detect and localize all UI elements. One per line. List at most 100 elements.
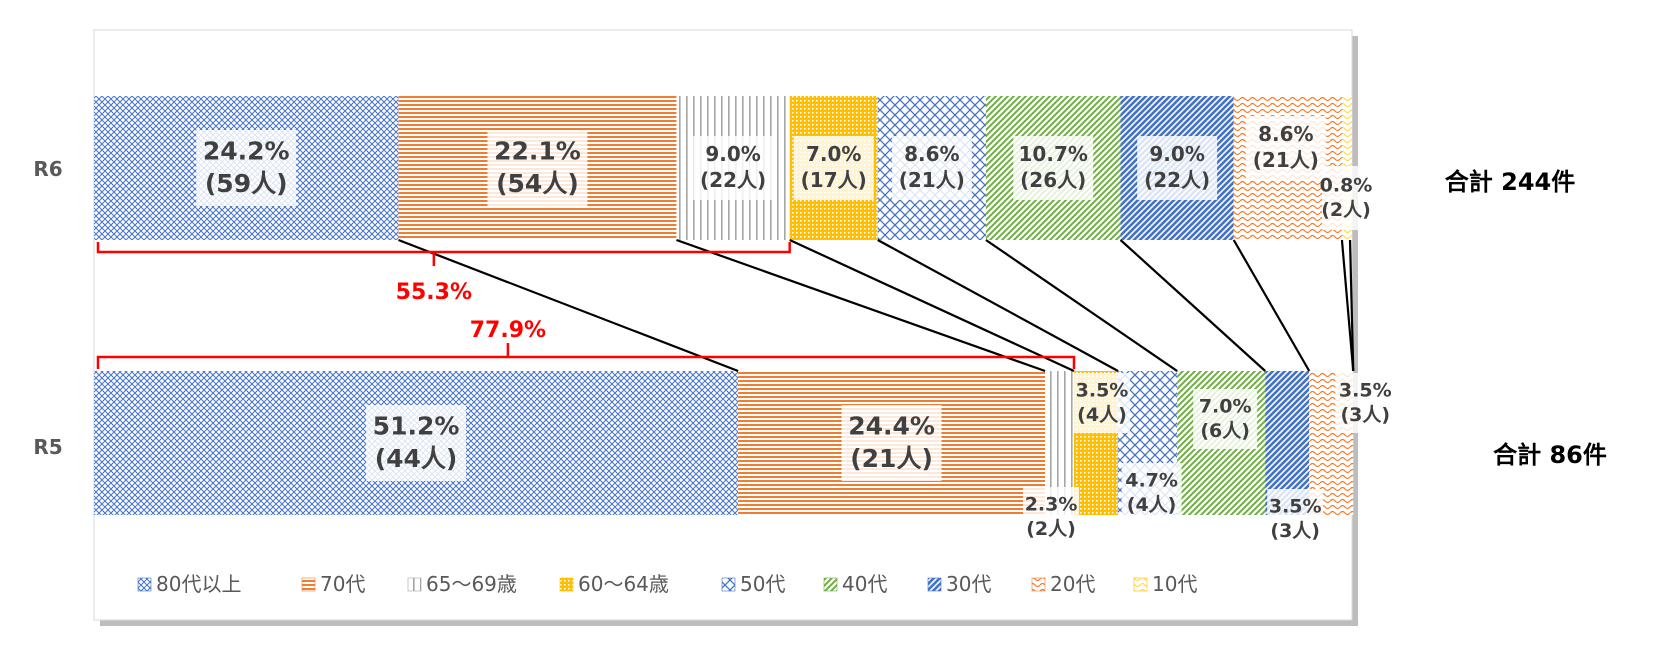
data-label-value: 7.0% [1199, 395, 1252, 417]
data-label-count: (3人) [1340, 404, 1390, 426]
data-label-R6-3: 9.0%(22人) [693, 136, 774, 200]
legend-swatch [1031, 577, 1046, 592]
data-label-count: (22人) [1144, 168, 1210, 192]
data-label-value: 3.5% [1339, 379, 1392, 401]
legend-label: 50代 [740, 572, 785, 596]
legend-item-5[interactable]: 50代 [721, 572, 785, 596]
legend-item-6[interactable]: 40代 [823, 572, 887, 596]
data-label-R5-6: 7.0% (6人) [1193, 389, 1258, 449]
data-label-count: (2人) [1026, 518, 1076, 540]
legend-item-9[interactable]: 10代 [1133, 572, 1197, 596]
connector-line [1340, 239, 1355, 372]
data-label-count: (21人) [850, 444, 933, 473]
data-label-value: 51.2% [373, 411, 460, 440]
category-label-R6: R6 [33, 157, 62, 181]
data-label-value: 9.0% [1149, 142, 1204, 166]
legend-swatch [301, 577, 316, 592]
total-label-R6: 合計 244件 [1445, 168, 1575, 196]
data-label-value: 10.7% [1019, 142, 1088, 166]
data-label-value: 8.6% [1258, 122, 1313, 146]
connector-line [1232, 239, 1311, 372]
connector-line [676, 238, 1046, 373]
data-label-value: 7.0% [806, 142, 861, 166]
data-label-R6-8: 8.6%(21人) [1245, 116, 1326, 180]
data-label-count: (21人) [1253, 148, 1319, 172]
data-label-count: (17人) [801, 168, 867, 192]
legend-swatch [927, 577, 942, 592]
legend-label: 80代以上 [156, 572, 241, 596]
data-label-value: 9.0% [705, 142, 760, 166]
legend-swatch [407, 577, 422, 592]
legend-label: 65〜69歳 [426, 572, 517, 596]
data-label-count: (21人) [899, 168, 965, 192]
data-label-value: 24.4% [848, 411, 935, 440]
data-label-value: 3.5% [1269, 495, 1322, 517]
legend-item-3[interactable]: 65〜69歳 [407, 572, 517, 596]
legend-item-1[interactable]: 80代以上 [137, 572, 241, 596]
legend-label: 20代 [1050, 572, 1095, 596]
data-label-R6-6: 10.7%(26人) [1013, 136, 1094, 200]
data-label-R5-5: 4.7% (4人) [1121, 463, 1182, 523]
data-label-R6-4: 7.0%(17人) [793, 136, 874, 200]
data-label-R6-5: 8.6%(21人) [891, 136, 972, 200]
data-label-box [1073, 373, 1130, 433]
data-label-box [891, 136, 972, 200]
data-label-R5-7: 3.5% (3人) [1267, 489, 1324, 549]
data-label-box [196, 130, 297, 206]
bracket-line [96, 242, 791, 266]
data-label-box [1245, 116, 1326, 180]
data-label-R5-3: 2.3% (2人) [1023, 487, 1080, 547]
data-label-box [1013, 136, 1094, 200]
data-label-value: 2.3% [1025, 493, 1078, 515]
data-label-box [1121, 463, 1182, 523]
connector-line [398, 238, 739, 373]
bracket-line [96, 343, 1076, 369]
connector-line [1348, 239, 1355, 372]
data-label-R6-2: 22.1% (54人) [487, 130, 588, 206]
bracket-group: 55.3% [96, 242, 791, 305]
data-label-value: 4.7% [1125, 469, 1178, 491]
legend-label: 70代 [320, 572, 365, 596]
data-label-box [793, 136, 874, 200]
legend-label: 10代 [1152, 572, 1197, 596]
data-label-count: (54人) [496, 169, 579, 198]
connector-line [985, 239, 1178, 372]
data-label-count: (4人) [1127, 494, 1177, 516]
legend-item-7[interactable]: 30代 [927, 572, 991, 596]
bracket-group: 77.9% [96, 318, 1076, 369]
data-label-value: 22.1% [494, 136, 581, 165]
data-label-box [1267, 489, 1324, 549]
data-label-R5-1: 51.2% (44人) [366, 405, 467, 481]
bracket-label: 77.9% [470, 318, 546, 343]
legend-swatch [137, 577, 152, 592]
data-label-box [1335, 373, 1396, 433]
legend-item-2[interactable]: 70代 [301, 572, 365, 596]
data-label-box [1193, 389, 1258, 449]
data-label-box [1023, 487, 1080, 547]
data-label-R5-4: 3.5% (4人) [1073, 373, 1130, 433]
connector-line [789, 239, 1075, 372]
data-label-box [1137, 136, 1218, 200]
data-label-count: (4人) [1077, 404, 1127, 426]
data-label-value: 8.6% [904, 142, 959, 166]
data-label-count: (2人) [1321, 199, 1371, 221]
legend-item-4[interactable]: 60〜64歳 [559, 572, 669, 596]
data-label-R5-8: 3.5% (3人) [1335, 373, 1396, 433]
legend-label: 30代 [946, 572, 991, 596]
data-label-count: (22人) [700, 168, 766, 192]
data-label-R6-1: 24.2% (59人) [196, 130, 297, 206]
data-label-box [693, 136, 774, 200]
data-label-count: (44人) [375, 444, 458, 473]
legend-swatch [721, 577, 736, 592]
connector-line [1119, 239, 1266, 372]
data-label-box [841, 405, 942, 481]
legend-item-8[interactable]: 20代 [1031, 572, 1095, 596]
data-label-count: (26人) [1020, 168, 1086, 192]
legend-label: 40代 [842, 572, 887, 596]
total-label-R5: 合計 86件 [1493, 441, 1607, 469]
data-label-value: 0.8% [1320, 174, 1373, 196]
data-label-box [1322, 166, 1370, 230]
data-label-count: (3人) [1270, 520, 1320, 542]
